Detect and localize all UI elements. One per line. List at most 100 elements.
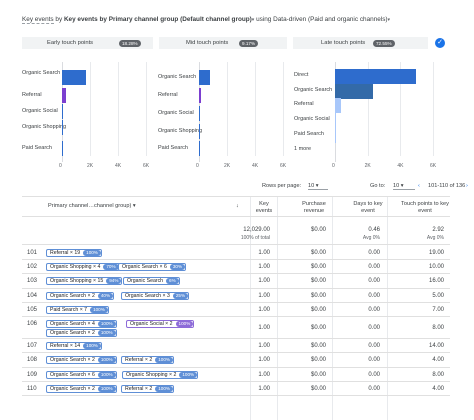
row-revenue: $0.00: [310, 292, 326, 299]
chart-bar[interactable]: [199, 141, 200, 156]
channel-chip[interactable]: Organic Search × 2 100%: [46, 329, 117, 337]
total-touch-points-sub: Avg 0%: [426, 235, 444, 241]
days-to-key-event-header[interactable]: Days to key event: [353, 201, 383, 214]
channel-chip-badge: 100%: [83, 343, 101, 350]
row-divider: [22, 301, 450, 303]
chart-bar[interactable]: [199, 124, 200, 139]
chart-bar[interactable]: [62, 120, 63, 135]
chart-bar[interactable]: [62, 88, 67, 103]
touchpoint-percent: 9.17%: [239, 39, 259, 47]
category-label: Paid Search: [158, 145, 188, 151]
total-revenue: $0.00: [310, 227, 326, 233]
channel-chip[interactable]: Organic Shopping × 15 94%: [46, 277, 123, 286]
axis-tick-label: 6K: [143, 163, 150, 169]
row-touch-points: 8.00: [432, 325, 444, 331]
row-divider: [22, 338, 450, 340]
touchpoint-late[interactable]: Late touch points 72.55%: [293, 37, 428, 49]
channel-chip[interactable]: Referral × 19 100%: [46, 249, 102, 257]
dimension-header[interactable]: Primary channel…channel group) ▾: [48, 203, 136, 210]
dimension-dropdown-icon[interactable]: ▾: [251, 17, 255, 23]
title-model[interactable]: using Data-driven (Paid and organic chan…: [254, 16, 388, 23]
chart-bar[interactable]: [335, 84, 373, 99]
channel-chip[interactable]: Referral × 2 100%: [121, 384, 174, 393]
chart-bar[interactable]: [199, 106, 200, 121]
chart-bar[interactable]: [335, 98, 341, 113]
gridline: [400, 62, 402, 156]
channel-chip[interactable]: Referral × 14 100%: [46, 342, 102, 351]
row-revenue: $0.00: [310, 343, 326, 350]
channel-chip[interactable]: Organic Shopping × 4 70%: [46, 263, 120, 272]
header-divider: [22, 216, 450, 217]
purchase-revenue-header[interactable]: Purchase revenue: [302, 201, 326, 214]
goto-select[interactable]: 10 ▾: [393, 183, 415, 190]
key-events-header[interactable]: Key events: [255, 201, 273, 214]
row-number: 105: [27, 306, 38, 313]
channel-chip-label: Organic Search × 2: [50, 292, 95, 299]
total-key-events-sub: 100% of total: [240, 235, 270, 241]
channel-chip[interactable]: Organic Search × 4 100%: [46, 320, 117, 328]
channel-chip[interactable]: Referral × 2 100%: [121, 356, 174, 365]
row-divider: [22, 287, 450, 289]
channel-chip-badge: 100%: [179, 371, 198, 378]
channel-chip[interactable]: Organic Search × 2 40%: [46, 291, 115, 300]
row-revenue: $0.00: [310, 250, 326, 256]
row-number: 102: [27, 264, 38, 271]
chart-bar[interactable]: [62, 70, 86, 85]
touchpoint-early[interactable]: Early touch points 18.28%: [22, 37, 153, 49]
channel-chip[interactable]: Organic Shopping × 2 100%: [122, 370, 199, 379]
gridline: [227, 62, 228, 156]
channel-chip-label: Referral × 2: [125, 385, 153, 392]
channel-chip-label: Organic Social × 2: [130, 321, 173, 327]
row-revenue: $0.00: [310, 306, 326, 313]
row-days: 0.00: [368, 371, 380, 378]
channel-chip[interactable]: Organic Search × 2 100%: [46, 384, 117, 393]
row-key-events: 1.00: [258, 371, 270, 378]
channel-chip-label: Referral × 14: [50, 343, 81, 350]
chart-bar[interactable]: [335, 128, 336, 143]
row-key-events: 1.00: [258, 343, 270, 350]
channel-chip[interactable]: Organic Search × 6 100%: [46, 370, 117, 379]
next-page-icon[interactable]: ›: [466, 183, 468, 189]
check-icon[interactable]: ✓: [435, 38, 445, 48]
touch-points-header[interactable]: Touch points to key event: [401, 201, 449, 214]
channel-chip[interactable]: Organic Social × 2 100%: [126, 320, 195, 328]
title-dimension[interactable]: Key events by Primary channel group (Def…: [63, 16, 252, 23]
rows-per-page-select[interactable]: 10 ▾: [308, 183, 328, 190]
channel-chip-badge: 100%: [155, 385, 173, 392]
gridline: [433, 62, 434, 156]
row-days: 0.00: [368, 292, 380, 299]
row-divider: [22, 366, 450, 368]
channel-chip-label: Organic Shopping × 4: [50, 264, 101, 271]
chart-bar[interactable]: [199, 88, 202, 103]
channel-chip[interactable]: Organic Search × 6 30%: [118, 263, 187, 272]
prev-page-icon[interactable]: ‹: [418, 183, 420, 189]
channel-chip[interactable]: Organic Search 6%: [123, 277, 180, 286]
touchpoint-mid[interactable]: Mid touch points 9.17%: [159, 37, 287, 49]
chart-bar[interactable]: [335, 69, 417, 84]
chart-bar[interactable]: [199, 70, 211, 85]
row-key-events: 1.00: [258, 385, 270, 392]
channel-chip-badge: 100%: [97, 385, 116, 392]
channel-chip[interactable]: Paid Search × 7 100%: [46, 305, 109, 314]
title-metric[interactable]: Key events: [22, 16, 54, 24]
axis-tick-label: 2K: [224, 163, 231, 169]
row-touch-points: 4.00: [432, 357, 444, 364]
channel-chip-label: Organic Shopping × 2: [126, 371, 177, 378]
channel-chip-label: Organic Search × 2: [50, 385, 95, 392]
total-days-sub: Avg 0%: [362, 235, 380, 241]
chart-bar[interactable]: [335, 113, 336, 128]
channel-chip-label: Referral × 2: [125, 357, 153, 364]
sort-desc-icon[interactable]: ↓: [236, 203, 239, 209]
channel-chip-label: Organic Search × 3: [125, 292, 170, 299]
chart-bar[interactable]: [62, 104, 63, 119]
channel-chip-badge: 100%: [97, 371, 116, 378]
row-key-events: 1.00: [258, 325, 270, 331]
model-dropdown-icon[interactable]: ▾: [387, 17, 391, 23]
gridline: [146, 62, 147, 156]
channel-chip[interactable]: Organic Search × 2 100%: [46, 356, 117, 365]
category-label: Organic Search: [158, 74, 197, 80]
gridline: [367, 62, 369, 156]
axis-tick-label: 4K: [397, 163, 404, 169]
chart-bar[interactable]: [62, 141, 63, 156]
channel-chip[interactable]: Organic Search × 3 25%: [121, 291, 190, 300]
